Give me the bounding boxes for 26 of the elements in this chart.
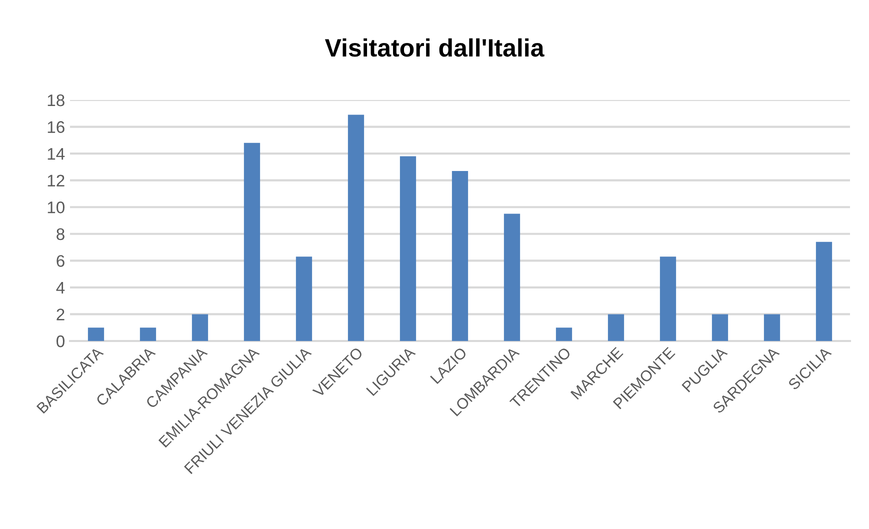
chart-title: Visitatori dall'Italia: [324, 38, 544, 57]
bar: [88, 328, 104, 341]
bar: [140, 328, 156, 341]
bar: [452, 170, 468, 341]
bar: [608, 314, 624, 341]
bar: [244, 142, 260, 341]
bar: [556, 328, 572, 341]
y-tick-label: 12: [48, 174, 64, 186]
bar: [504, 214, 520, 341]
y-tick-label: 8: [56, 228, 64, 240]
y-tick-label: 4: [56, 282, 65, 294]
bar: [816, 242, 832, 341]
bar: [712, 314, 728, 341]
y-tick-label: 14: [48, 148, 65, 160]
y-tick-label: 18: [48, 94, 64, 106]
y-tick-label: 2: [56, 308, 64, 320]
bar: [400, 156, 416, 341]
bar: [296, 256, 312, 341]
y-tick-label: 0: [56, 335, 64, 348]
y-tick-label: 6: [56, 255, 64, 267]
bar: [764, 314, 780, 341]
bar: [192, 314, 208, 341]
bar: [348, 114, 364, 341]
y-tick-label: 10: [48, 202, 64, 214]
bar: [660, 256, 676, 341]
y-tick-label: 16: [48, 121, 64, 133]
